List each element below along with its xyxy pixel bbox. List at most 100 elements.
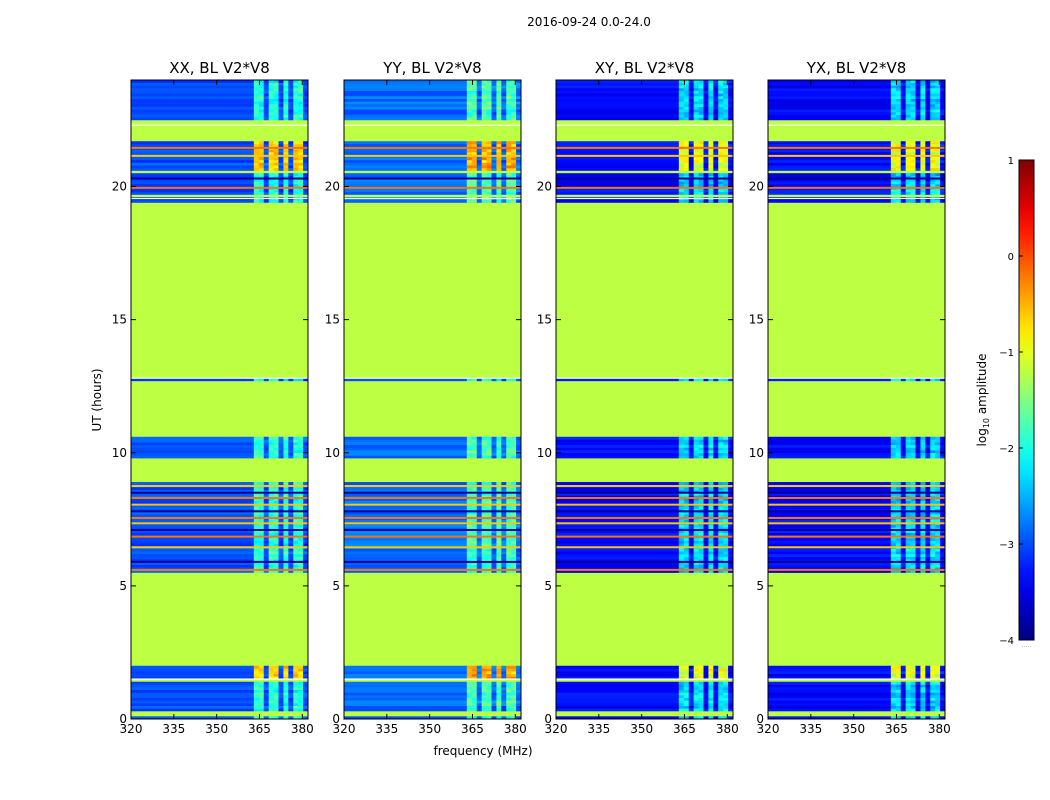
heatmap-cell: [293, 436, 299, 440]
heatmap-cell: [278, 559, 284, 563]
heatmap-cell: [506, 668, 512, 672]
heatmap-cell: [718, 175, 724, 179]
heatmap-cell: [278, 553, 284, 557]
heatmap-cell: [728, 492, 734, 496]
heatmap-cell: [491, 143, 497, 147]
heatmap-cell: [491, 447, 497, 451]
heatmap-cell: [900, 500, 906, 504]
heatmap-cell: [481, 452, 487, 456]
heatmap-cell: [930, 490, 936, 493]
heatmap-cell: [273, 540, 279, 544]
heatmap-cell: [283, 695, 289, 698]
heatmap-cell: [258, 450, 265, 454]
heatmap-cell: [481, 101, 487, 105]
heatmap-cell: [253, 141, 260, 145]
heatmap-cell: [930, 687, 936, 691]
heatmap-row: [131, 452, 254, 456]
heatmap-row: [768, 167, 891, 171]
heatmap-cell: [723, 500, 729, 504]
heatmap-cell: [688, 101, 694, 105]
heatmap-cell: [683, 692, 690, 696]
heatmap-cell: [723, 157, 729, 161]
heatmap-cell: [723, 159, 729, 163]
heatmap-cell: [511, 490, 517, 493]
heatmap-cell: [278, 529, 284, 533]
heatmap-cell: [516, 149, 522, 153]
heatmap-cell: [491, 559, 497, 563]
heatmap-cell: [253, 149, 260, 153]
heatmap-cell: [496, 447, 502, 451]
heatmap-row: [768, 490, 891, 493]
heatmap-row: [344, 181, 467, 185]
heatmap-cell: [728, 452, 734, 456]
heatmap-cell: [496, 455, 502, 459]
heatmap-cell: [683, 181, 690, 185]
heatmap-cell: [511, 141, 517, 145]
heatmap-cell: [293, 442, 299, 446]
heatmap-cell: [476, 439, 482, 443]
heatmap-cell: [501, 103, 507, 107]
heatmap-cell: [683, 529, 690, 533]
heatmap-cell: [466, 697, 473, 701]
heatmap-cell: [283, 668, 289, 672]
heatmap-cell: [501, 543, 507, 547]
heatmap-cell: [471, 157, 478, 161]
heatmap-cell: [728, 439, 734, 443]
heatmap-row: [344, 540, 467, 544]
heatmap-cell: [481, 567, 487, 571]
heatmap-row: [768, 117, 891, 121]
heatmap-cell: [496, 109, 502, 113]
heatmap-cell: [278, 117, 284, 121]
heatmap-cell: [930, 181, 936, 185]
heatmap-row: [768, 524, 891, 528]
heatmap-cell: [683, 689, 690, 693]
heatmap-cell: [496, 687, 502, 691]
heatmap-cell: [491, 452, 497, 456]
heatmap-cell: [258, 668, 265, 672]
heatmap-cell: [293, 671, 299, 675]
heatmap-cell: [293, 543, 299, 547]
heatmap-cell: [930, 173, 936, 177]
heatmap-cell: [466, 506, 473, 509]
heatmap-cell: [728, 564, 734, 568]
heatmap-cell: [915, 665, 921, 669]
heatmap-cell: [283, 703, 289, 706]
heatmap-cell: [486, 708, 492, 712]
heatmap-cell: [471, 175, 478, 179]
heatmap-cell: [895, 436, 902, 440]
heatmap-cell: [940, 684, 946, 688]
heatmap-cell: [486, 117, 492, 121]
heatmap-cell: [476, 569, 482, 573]
heatmap-cell: [708, 103, 714, 107]
heatmap-cell: [940, 447, 946, 451]
heatmap-cell: [703, 103, 709, 107]
heatmap-cell: [273, 567, 279, 571]
heatmap-cell: [930, 540, 936, 544]
heatmap-cell: [506, 141, 512, 145]
heatmap-cell: [501, 181, 507, 185]
heatmap-cell: [688, 447, 694, 451]
heatmap-row: [556, 569, 679, 573]
heatmap-cell: [273, 111, 279, 115]
heatmap-cell: [466, 447, 473, 451]
heatmap-row: [344, 173, 467, 177]
heatmap-cell: [915, 513, 921, 517]
heatmap-cell: [491, 689, 497, 693]
heatmap-cell: [698, 511, 704, 515]
heatmap-cell: [476, 700, 482, 704]
heatmap-cell: [506, 378, 512, 382]
heatmap-cell: [506, 162, 512, 166]
heatmap-cell: [263, 103, 269, 107]
heatmap-cell: [683, 189, 690, 193]
heatmap-cell: [723, 490, 729, 493]
heatmap-cell: [283, 692, 289, 696]
heatmap-cell: [890, 452, 897, 456]
heatmap-cell: [935, 548, 941, 552]
heatmap-cell: [940, 540, 946, 544]
heatmap-cell: [708, 157, 714, 161]
heatmap-cell: [263, 524, 269, 528]
heatmap-cell: [920, 668, 926, 672]
heatmap-cell: [935, 498, 941, 501]
heatmap-cell: [935, 703, 941, 706]
heatmap-cell: [910, 157, 916, 161]
